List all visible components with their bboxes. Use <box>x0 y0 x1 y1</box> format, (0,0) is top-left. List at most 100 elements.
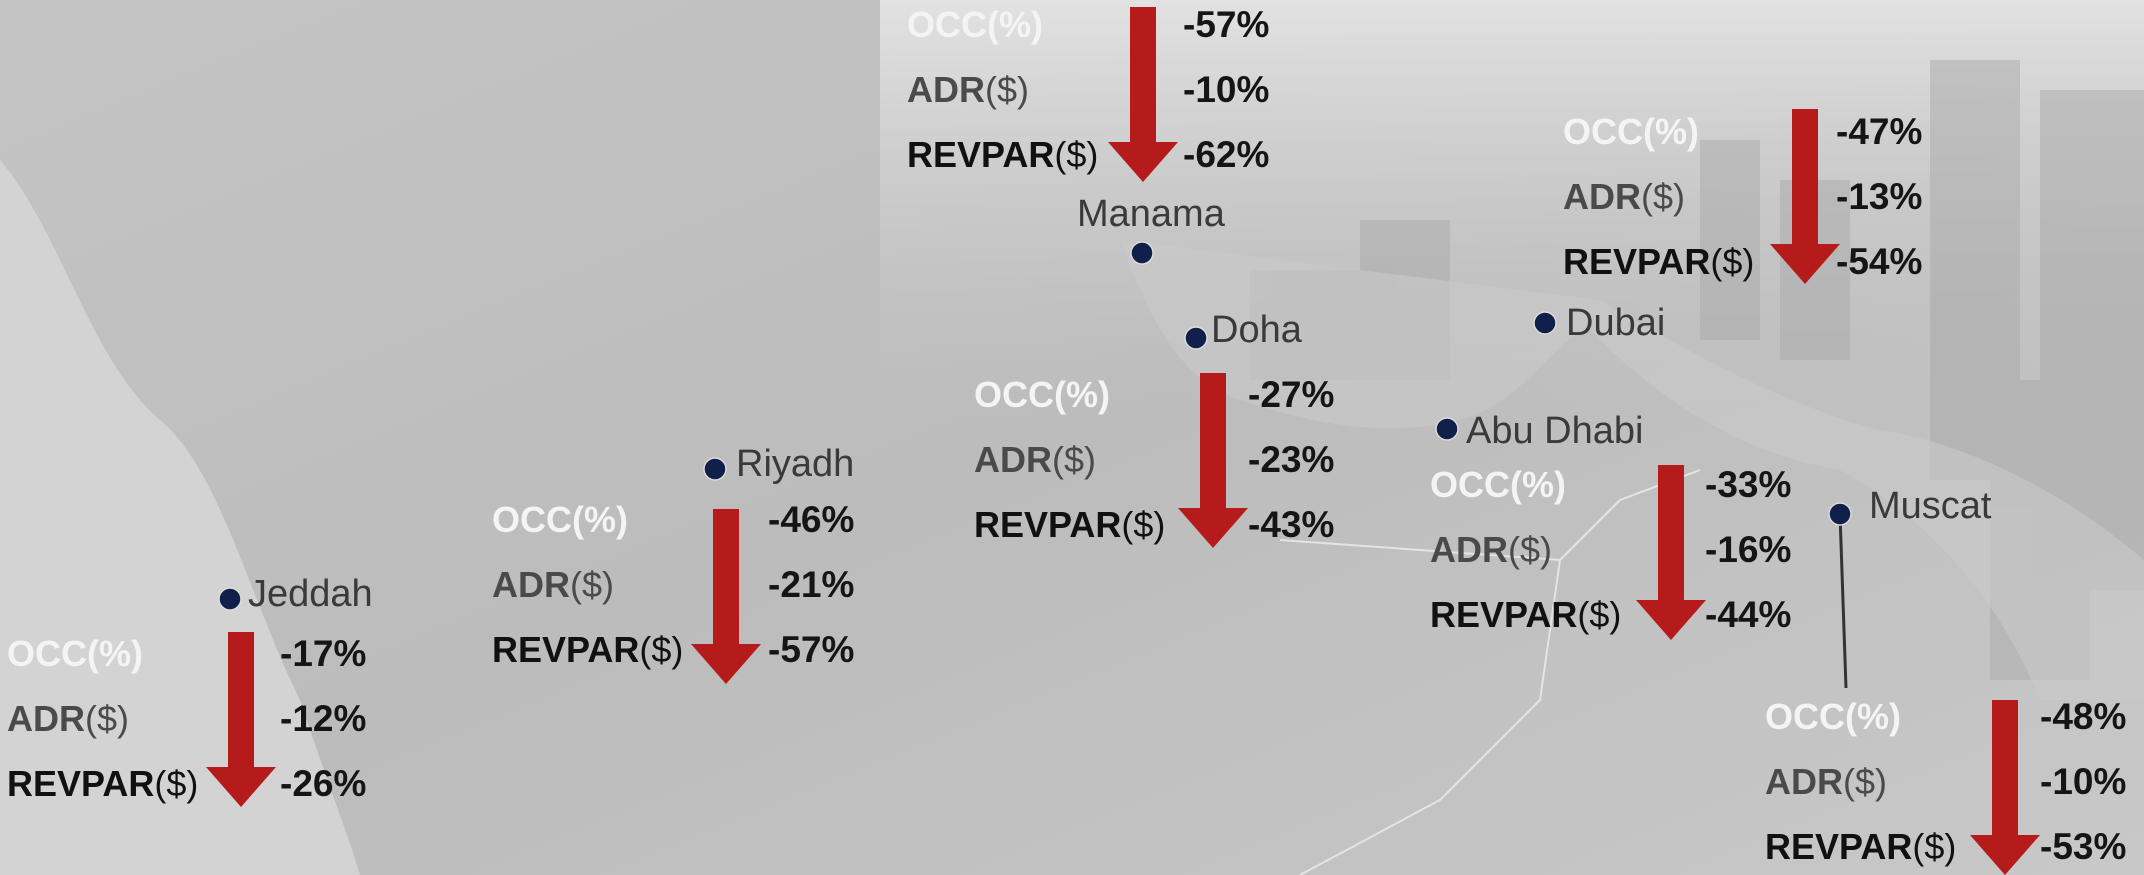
metric-unit: ($) <box>1121 504 1165 545</box>
down-arrow <box>1636 465 1706 640</box>
metric-name: REVPAR <box>7 763 154 804</box>
city-dot <box>1130 241 1154 265</box>
metric-value: -44% <box>1705 594 1791 635</box>
metric-unit: ($) <box>1577 594 1621 635</box>
metric-label: OCC(%) <box>1430 464 1566 505</box>
metric-unit: ($) <box>1843 761 1887 802</box>
city-dot <box>218 587 242 611</box>
metric-value: -62% <box>1183 134 1269 175</box>
metric-name: ADR <box>907 69 985 110</box>
metric-name: ADR <box>1765 761 1843 802</box>
metric-value: -27% <box>1248 374 1334 415</box>
metric-value: -53% <box>2040 826 2126 867</box>
metric-value: -13% <box>1836 176 1922 217</box>
metric-value: -48% <box>2040 696 2126 737</box>
metric-value: -43% <box>1248 504 1334 545</box>
down-arrow <box>206 632 276 807</box>
metric-name: OCC <box>1765 696 1845 737</box>
metric-name: OCC <box>7 633 87 674</box>
metric-name: OCC <box>974 374 1054 415</box>
metric-name: REVPAR <box>907 134 1054 175</box>
metric-value: -17% <box>280 633 366 674</box>
metric-value: -16% <box>1705 529 1791 570</box>
coastline <box>1120 240 2144 700</box>
metric-unit: (%) <box>1845 696 1901 737</box>
metric-label: REVPAR($) <box>7 763 198 804</box>
metric-label: REVPAR($) <box>1563 241 1754 282</box>
metric-label: REVPAR($) <box>974 504 1165 545</box>
metric-unit: ($) <box>1054 134 1098 175</box>
metric-name: ADR <box>1430 529 1508 570</box>
metric-unit: ($) <box>1710 241 1754 282</box>
metric-value: -46% <box>768 499 854 540</box>
city-dot <box>703 457 727 481</box>
metric-name: OCC <box>907 4 987 45</box>
metric-value: -12% <box>280 698 366 739</box>
metric-value: -10% <box>1183 69 1269 110</box>
city-dot <box>1533 311 1557 335</box>
metric-name: ADR <box>7 698 85 739</box>
metric-label: REVPAR($) <box>1765 826 1956 867</box>
down-arrow <box>1970 700 2040 875</box>
metric-unit: ($) <box>1052 439 1096 480</box>
metric-unit: ($) <box>570 564 614 605</box>
metric-value: -23% <box>1248 439 1334 480</box>
metric-name: ADR <box>1563 176 1641 217</box>
metric-unit: (%) <box>87 633 143 674</box>
metric-name: ADR <box>492 564 570 605</box>
city-dot <box>1184 326 1208 350</box>
metric-value: -57% <box>1183 4 1269 45</box>
metric-name: REVPAR <box>974 504 1121 545</box>
metric-value: -33% <box>1705 464 1791 505</box>
metric-name: REVPAR <box>1765 826 1912 867</box>
metric-value: -54% <box>1836 241 1922 282</box>
city-name: Jeddah <box>248 573 373 615</box>
metric-unit: ($) <box>1508 529 1552 570</box>
metric-unit: ($) <box>985 69 1029 110</box>
metric-unit: (%) <box>987 4 1043 45</box>
metric-value: -57% <box>768 629 854 670</box>
metric-label: OCC(%) <box>1563 111 1699 152</box>
metric-label: ADR($) <box>907 69 1029 110</box>
metric-value: -21% <box>768 564 854 605</box>
city-name: Manama <box>1077 193 1226 235</box>
metric-label: OCC(%) <box>974 374 1110 415</box>
metric-name: REVPAR <box>1430 594 1577 635</box>
down-arrow <box>1108 7 1178 182</box>
metric-unit: ($) <box>1641 176 1685 217</box>
metric-label: REVPAR($) <box>492 629 683 670</box>
metric-label: ADR($) <box>1563 176 1685 217</box>
metric-label: OCC(%) <box>907 4 1043 45</box>
down-arrow <box>691 509 761 684</box>
city-name: Dubai <box>1566 302 1665 344</box>
city-name: Muscat <box>1869 485 1992 527</box>
metric-unit: ($) <box>154 763 198 804</box>
metric-unit: (%) <box>572 499 628 540</box>
metric-unit: ($) <box>1912 826 1956 867</box>
metric-name: ADR <box>974 439 1052 480</box>
metric-label: ADR($) <box>1430 529 1552 570</box>
metric-label: ADR($) <box>492 564 614 605</box>
metric-value: -47% <box>1836 111 1922 152</box>
city-dot <box>1435 417 1459 441</box>
metric-label: OCC(%) <box>1765 696 1901 737</box>
down-arrow <box>1770 109 1840 284</box>
city-name: Riyadh <box>736 443 854 485</box>
metric-name: OCC <box>492 499 572 540</box>
metric-label: ADR($) <box>1765 761 1887 802</box>
city-name: Doha <box>1211 309 1303 351</box>
metric-name: REVPAR <box>492 629 639 670</box>
metric-label: ADR($) <box>974 439 1096 480</box>
metric-unit: ($) <box>85 698 129 739</box>
metric-unit: (%) <box>1643 111 1699 152</box>
metric-unit: (%) <box>1054 374 1110 415</box>
